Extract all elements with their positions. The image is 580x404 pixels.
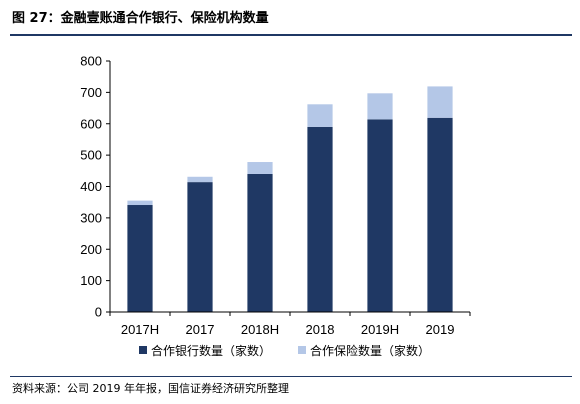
- bars: [127, 86, 453, 312]
- y-tick-label: 800: [80, 54, 102, 69]
- y-tick-label: 200: [80, 242, 102, 257]
- x-tick-label: 2019: [426, 322, 455, 337]
- legend-bank-label: 合作银行数量（家数）: [151, 343, 271, 358]
- y-tick-label: 600: [80, 116, 102, 131]
- figure-title: 图 27：金融壹账通合作银行、保险机构数量: [12, 11, 269, 26]
- y-tick-label: 500: [80, 148, 102, 163]
- bar-bank: [127, 205, 153, 312]
- bar-insurance: [127, 200, 153, 206]
- x-tick-label: 2019H: [361, 322, 399, 337]
- bar-insurance: [367, 93, 393, 120]
- bar-insurance: [247, 162, 273, 174]
- source-note: 资料来源：公司 2019 年年报，国信证券经济研究所整理: [12, 382, 289, 395]
- bar-insurance: [307, 104, 333, 127]
- bar-insurance: [187, 176, 213, 183]
- bar-bank: [427, 117, 453, 312]
- bar-bank: [307, 126, 333, 312]
- legend-insurance-label: 合作保险数量（家数）: [310, 343, 430, 358]
- title-rule: [10, 34, 572, 36]
- bar-bank: [247, 173, 273, 312]
- x-tick-label: 2017H: [121, 322, 159, 337]
- legend-bank-swatch: [139, 346, 147, 354]
- bar-insurance: [427, 86, 453, 118]
- x-tick-label: 2018: [306, 322, 335, 337]
- y-tick-label: 700: [80, 85, 102, 100]
- x-tick-label: 2017: [186, 322, 215, 337]
- x-axis: 2017H 2017 2018H 2018 2019H 2019: [109, 311, 471, 337]
- y-axis: 0 100 200 300 400 500 600 700 800: [80, 54, 111, 320]
- y-tick-label: 100: [80, 273, 102, 288]
- x-tick-label: 2018H: [241, 322, 279, 337]
- legend-insurance-swatch: [298, 346, 306, 354]
- legend: 合作银行数量（家数） 合作保险数量（家数）: [139, 343, 430, 358]
- y-tick-label: 300: [80, 210, 102, 225]
- bar-bank: [367, 119, 393, 312]
- source-rule: [10, 376, 572, 377]
- y-tick-label: 400: [80, 179, 102, 194]
- bar-bank: [187, 182, 213, 312]
- y-tick-label: 0: [95, 305, 102, 320]
